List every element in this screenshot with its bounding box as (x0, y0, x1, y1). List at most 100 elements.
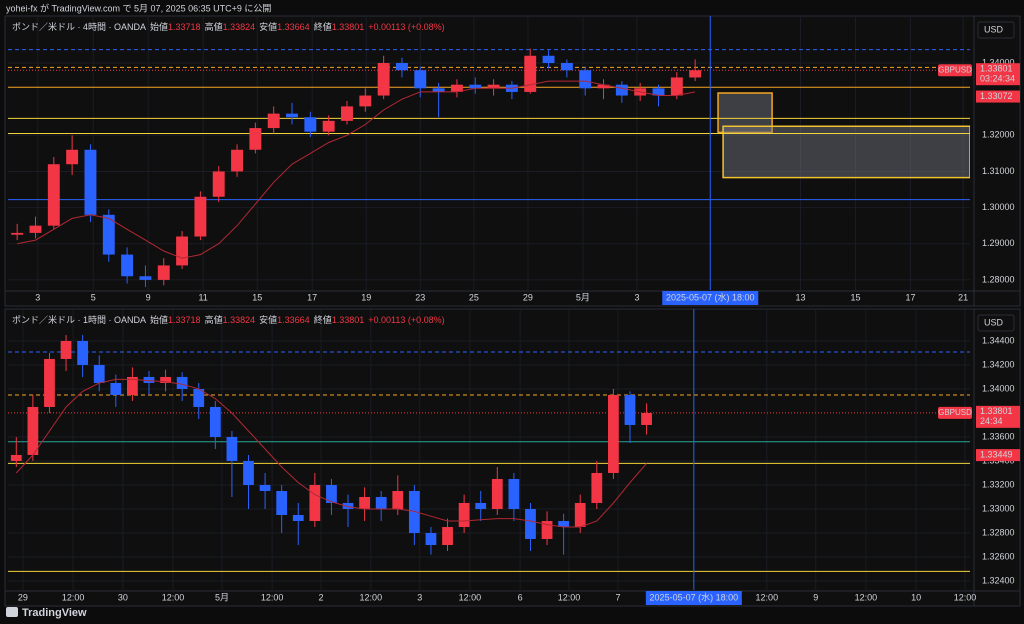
x-tick-label: 3 (35, 292, 40, 302)
x-tick-label: 17 (905, 292, 915, 302)
ohlc-name: 始値 (150, 21, 168, 32)
candle-body (66, 149, 79, 165)
candle-body (392, 490, 404, 509)
ohlc-value: 1.33801 (332, 22, 365, 32)
x-tick-label: 7 (615, 592, 620, 602)
symbol-label: GBPUSD (938, 65, 972, 74)
ohlc-value: 1.33824 (223, 315, 256, 325)
candle-body (267, 113, 280, 129)
change: +0.00113 (+0.08%) (368, 315, 444, 325)
ohlc-name: 高値 (205, 314, 223, 325)
x-tick-label: 21 (958, 292, 968, 302)
x-tick-label: 5月 (576, 292, 590, 302)
candle-body (574, 502, 586, 527)
candle-body (591, 472, 603, 503)
x-tick-label: 9 (146, 292, 151, 302)
x-tick-label: 3 (634, 292, 639, 302)
y-tick-label: 1.33000 (982, 503, 1015, 513)
candle-body (29, 225, 42, 233)
candle-body (408, 490, 420, 533)
candle-body (597, 84, 610, 89)
x-tick-label: 25 (469, 292, 479, 302)
candle-body (27, 406, 39, 455)
x-tick-label: 3 (417, 592, 422, 602)
ohlc-value: 1.33664 (277, 315, 310, 325)
countdown: 03:24:34 (980, 74, 1015, 84)
x-tick-label: 15 (850, 292, 860, 302)
ohlc-value: 1.33718 (168, 315, 201, 325)
candle-body (458, 502, 470, 527)
candle-body (231, 149, 244, 172)
x-tick-label: 5月 (215, 592, 229, 602)
x-tick-label: 23 (415, 292, 425, 302)
candle-body (558, 520, 570, 527)
last-price-box (976, 63, 1020, 86)
last-price-box (976, 405, 1020, 428)
x-tick-label: 29 (523, 292, 533, 302)
candle-body (608, 394, 619, 473)
symbol-label: GBPUSD (938, 408, 972, 417)
symbol-box (938, 406, 972, 419)
candle-body (342, 502, 354, 509)
marker-price: 1.33449 (980, 449, 1013, 459)
x-tick-label: 9 (813, 592, 818, 602)
candle-body (326, 484, 337, 503)
candle-body (102, 214, 115, 255)
ohlc-name: 安値 (259, 314, 277, 325)
candle-body (309, 484, 321, 521)
zone-box (722, 125, 970, 179)
y-tick-label: 1.34000 (982, 57, 1015, 67)
ohlc-name: 安値 (259, 21, 277, 32)
candle-body (469, 84, 482, 89)
candle-body (689, 70, 702, 78)
currency: USD (984, 317, 1004, 327)
change: +0.00113 (+0.08%) (368, 22, 444, 32)
x-tick-label: 12:00 (261, 592, 284, 602)
candle-body (143, 376, 155, 383)
currency-box (977, 314, 1015, 332)
candle-body (160, 376, 171, 383)
x-tick-label: 6 (518, 592, 523, 602)
x-tick-label: 12:00 (558, 592, 581, 602)
x-tick-label: 12:00 (162, 592, 185, 602)
candle-body (84, 149, 97, 215)
ohlc-value: 1.33801 (332, 315, 365, 325)
last-price: 1.33801 (980, 406, 1013, 416)
x-tick-label: 30 (118, 592, 128, 602)
crosshair-label: 2025-05-07 (水) 18:00 (650, 591, 739, 602)
candle-body (249, 128, 262, 150)
ohlc-name: 高値 (205, 21, 223, 32)
plot (8, 16, 970, 290)
legend-title: ポンド／米ドル · 1時間 · OANDA 始値1.33718 高値1.33824 安… (12, 314, 445, 325)
legend-title: ポンド／米ドル · 4時間 · OANDA 始値1.33718 高値1.33824 安… (12, 21, 445, 32)
candle-body (377, 63, 390, 96)
x-tick-label: 29 (18, 592, 28, 602)
candle-body (304, 117, 317, 132)
candle-body (110, 382, 122, 395)
y-tick-label: 1.34400 (982, 335, 1015, 345)
candle-body (425, 532, 437, 545)
y-tick-label: 1.34000 (982, 383, 1015, 393)
panel (4, 15, 1021, 307)
candle-body (139, 276, 152, 280)
x-tick-label: 17 (307, 292, 317, 302)
x-tick-label: 13 (795, 292, 805, 302)
ohlc-name: 終値 (314, 314, 332, 325)
candle-body (259, 484, 271, 491)
candle-body (176, 376, 188, 389)
x-tick-label: 12:00 (360, 592, 383, 602)
symbol-title: ポンド／米ドル · 4時間 · OANDA (12, 21, 146, 32)
candle-body (176, 236, 189, 266)
candle-body (193, 388, 205, 407)
x-tick-label: 12:00 (62, 592, 85, 602)
brand: TradingView (22, 607, 87, 619)
y-tick-label: 1.32800 (982, 527, 1015, 537)
x-tick-label: 12:00 (954, 592, 977, 602)
candle-body (414, 70, 427, 89)
candle-body (209, 406, 221, 437)
crosshair-label: 2025-05-07 (水) 18:00 (666, 291, 755, 302)
candle-body (432, 88, 445, 92)
candle-body (359, 496, 370, 509)
ohlc-value: 1.33824 (223, 22, 256, 32)
